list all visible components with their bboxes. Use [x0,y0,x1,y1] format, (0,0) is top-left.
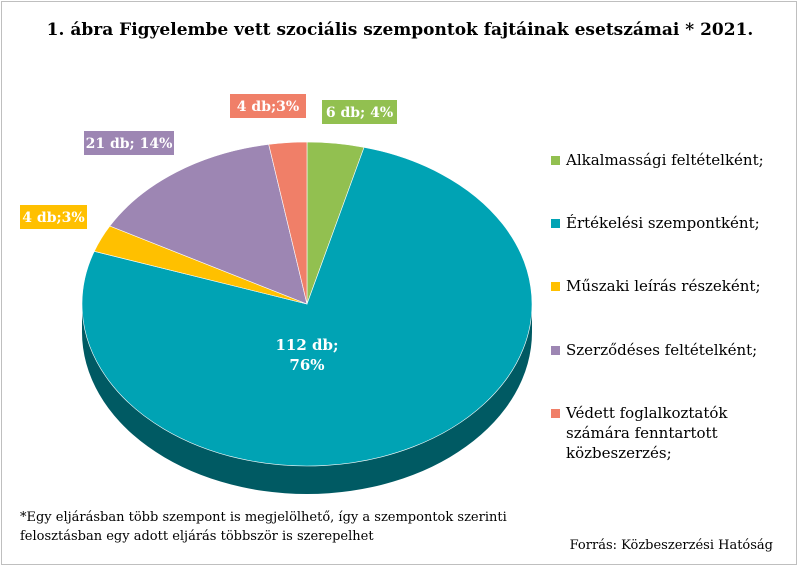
legend-item-muszaki: Műszaki leírás részeként; [551,276,761,296]
pie-slice-1 [81,146,533,467]
data-label: 6 db; 4% [326,105,393,121]
pie-slice-side [82,304,532,494]
data-label-box [20,205,87,229]
legend-item-vedett: Védett foglalkoztatók számára fenntartot… [551,403,786,463]
legend-swatch [551,156,560,165]
chart-title: 1. ábra Figyelembe vett szociális szempo… [46,20,754,40]
legend-item-ertekelesi: Értékelési szempontként; [551,213,760,233]
data-label: 76% [289,356,324,374]
pie-slice-4 [268,141,308,305]
footnote: *Egy eljárásban több szempont is megjelö… [20,510,507,544]
legend-item-szerzodeses: Szerződéses feltételként; [551,340,757,360]
data-label-box [84,131,174,155]
legend-swatch [551,219,560,228]
legend-swatch [551,409,560,418]
legend-label: Védett foglalkoztatók számára fenntartot… [566,404,728,462]
legend-swatch [551,282,560,291]
data-label: 4 db;3% [237,99,299,115]
data-label: 112 db; [275,336,338,354]
legend-label: Értékelési szempontként; [566,214,760,232]
data-label-box [230,94,306,118]
pie-slice-3 [109,144,308,305]
legend-label: Szerződéses feltételként; [566,341,758,359]
data-label-box [322,100,397,124]
legend-label: Alkalmassági feltételként; [566,151,764,169]
data-label: 21 db; 14% [86,136,173,152]
data-label: 4 db;3% [22,210,84,226]
legend-label: Műszaki leírás részeként; [566,277,761,295]
legend-item-alkalmassagi: Alkalmassági feltételként; [551,150,764,170]
source-note: Forrás: Közbeszerzési Hatóság [569,538,773,553]
legend-swatch [551,346,560,355]
